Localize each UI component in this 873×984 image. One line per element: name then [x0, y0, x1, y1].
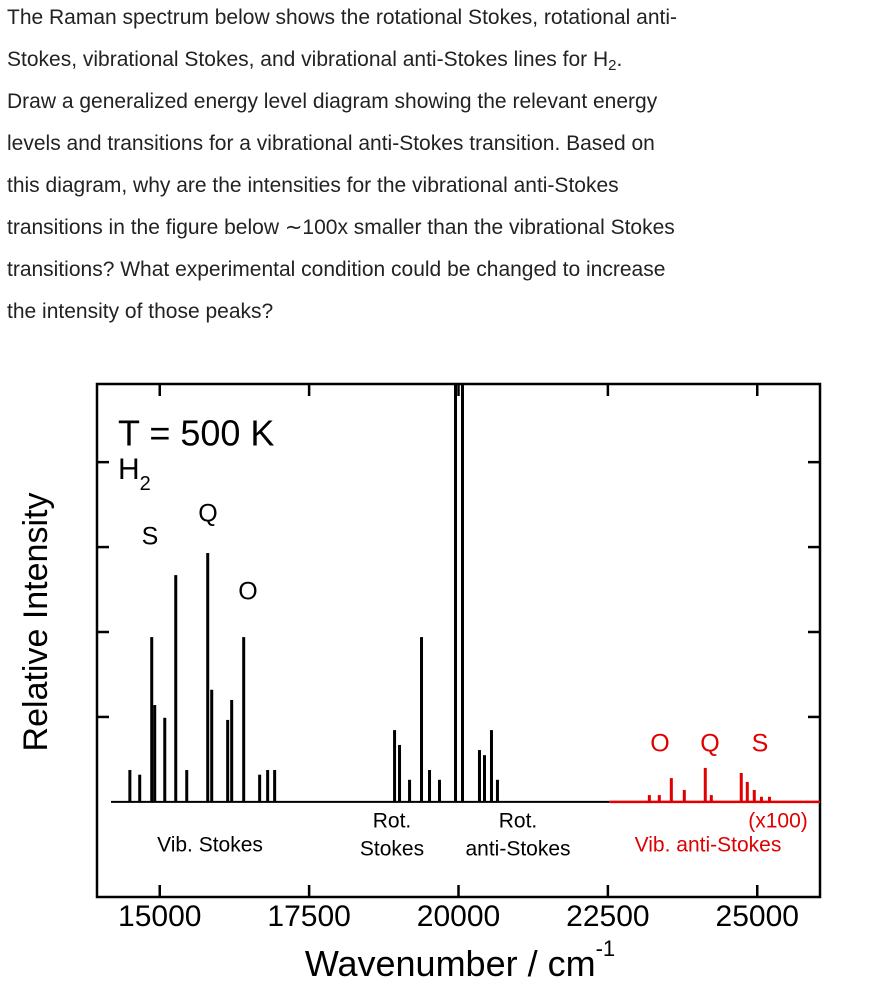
peak [242, 637, 246, 802]
peak [150, 637, 154, 802]
peak [226, 719, 230, 802]
peak [398, 744, 402, 802]
peak [206, 553, 210, 802]
question-line: transitions in the figure below ∼100x sm… [7, 216, 675, 239]
annotation: Rot. [373, 810, 412, 833]
x-tick-label: 25000 [716, 900, 799, 933]
text: Stokes, vibrational Stokes, and vibratio… [7, 48, 609, 71]
x-axis-label: Wavenumber / cm-1 [305, 936, 615, 984]
subscript: 2 [608, 57, 617, 74]
peak [489, 730, 493, 802]
peak [428, 770, 432, 802]
peak [752, 789, 756, 802]
peak [138, 774, 142, 802]
x-tick-label: 17500 [267, 900, 350, 933]
peak [745, 781, 749, 802]
annotation: Vib. anti-Stokes [635, 834, 782, 857]
x-label-sup: -1 [596, 936, 616, 961]
peak [420, 637, 424, 802]
peak [709, 795, 713, 802]
question-line: this diagram, why are the intensities fo… [7, 174, 619, 197]
peak [477, 750, 481, 802]
annotation: S [142, 523, 159, 551]
peak [153, 705, 157, 802]
plot-frame [95, 382, 822, 899]
y-axis-label: Relative Intensity [17, 493, 55, 752]
peak [128, 770, 132, 802]
peak [258, 774, 262, 802]
peak [682, 789, 686, 802]
peak [669, 778, 673, 802]
annotation: anti-Stokes [465, 838, 570, 861]
peak [163, 717, 167, 802]
peak [437, 779, 441, 802]
peak [266, 770, 270, 802]
question-line: the intensity of those peaks? [7, 300, 274, 323]
annotation: O [238, 578, 257, 606]
x-tick-label: 20000 [417, 900, 500, 933]
text: . [616, 48, 623, 71]
peak [495, 779, 499, 802]
peak [230, 699, 234, 802]
question-line: levels and transitions for a vibrational… [7, 132, 655, 155]
question: The Raman spectrum below shows the rotat… [7, 0, 869, 333]
annotation: (x100) [748, 810, 808, 833]
peak [210, 689, 214, 802]
annotation: Stokes [360, 838, 424, 861]
peak [454, 385, 458, 802]
annotation: Vib. Stokes [157, 834, 263, 857]
peak [185, 770, 189, 802]
peak [273, 770, 277, 802]
x-tick-label: 22500 [566, 900, 649, 933]
x-tick-label: 15000 [118, 900, 201, 933]
peak [657, 795, 661, 802]
peak [461, 385, 465, 802]
sample-label: H2 [118, 453, 151, 495]
annotation: Rot. [499, 810, 538, 833]
peak [739, 772, 743, 802]
peak [647, 795, 651, 802]
annotation: Q [198, 500, 217, 528]
peak [482, 755, 486, 802]
peak [174, 575, 178, 802]
x-label: Wavenumber / cm [305, 943, 596, 984]
peak [759, 796, 763, 802]
sample: H [118, 453, 140, 486]
peak [703, 767, 707, 802]
chart-title: T = 500 K [118, 413, 274, 454]
question-line: transitions? What experimental condition… [7, 258, 666, 281]
annotation: Q [700, 730, 719, 758]
peak [408, 779, 412, 802]
question-line: The Raman spectrum below shows the rotat… [7, 6, 678, 29]
question-line: Stokes, vibrational Stokes, and vibratio… [7, 39, 869, 81]
peak [393, 730, 397, 802]
question-line: Draw a generalized energy level diagram … [7, 90, 658, 113]
peak [767, 796, 771, 802]
sample-sub: 2 [140, 473, 151, 495]
annotation: S [752, 730, 769, 758]
annotation: O [650, 730, 669, 758]
